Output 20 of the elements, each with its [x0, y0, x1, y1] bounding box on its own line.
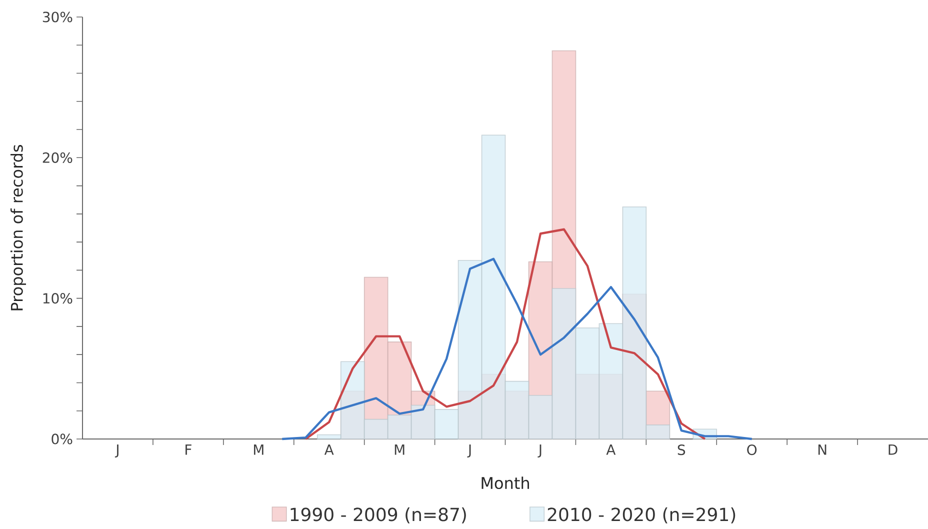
x-tick-label: A [606, 444, 616, 455]
x-tick-label: J [114, 444, 118, 458]
x-tick-label: A [324, 444, 334, 455]
x-tick-label: O [747, 444, 757, 456]
legend-label: 1990 - 2009 (n=87) [290, 507, 466, 524]
legend-label: 2010 - 2020 (n=291) [548, 507, 736, 524]
y-tick-label: 10% [43, 293, 72, 304]
y-tick-label: 20% [42, 152, 72, 163]
x-tick-label: J [538, 444, 542, 458]
x-axis-title: Month [482, 476, 529, 490]
y-axis-title: Proportion of records [10, 144, 26, 310]
x-tick-label: J [467, 444, 471, 458]
y-tick-label: 0% [52, 434, 72, 444]
x-tick-label: F [186, 444, 192, 455]
x-tick-label: D [888, 444, 898, 455]
x-tick-label: M [254, 444, 264, 455]
x-tick-label: S [678, 444, 686, 456]
x-tick-label: N [818, 444, 826, 455]
x-tick-label: M [394, 444, 404, 455]
y-tick-label: 30% [42, 12, 72, 22]
